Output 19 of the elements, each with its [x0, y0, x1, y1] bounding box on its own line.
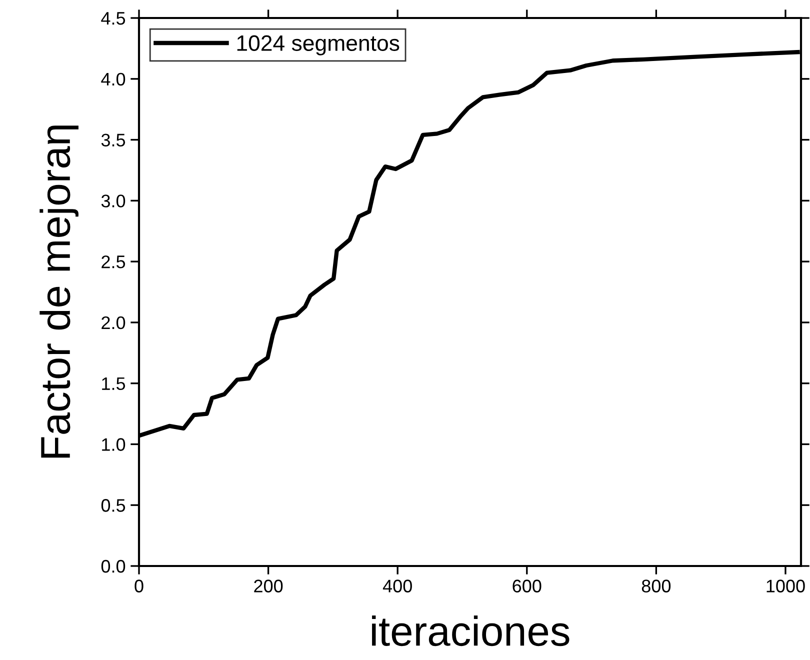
y-tick-label: 2.0: [102, 316, 126, 330]
y-tick-label: 4.5: [101, 12, 126, 25]
y-tick-label: 1.0: [102, 438, 126, 451]
x-tick-label: 800: [642, 580, 671, 592]
x-tick-label: 0: [134, 580, 144, 592]
x-tick-label: 400: [382, 580, 412, 592]
y-tick-label: 0.5: [101, 499, 126, 512]
y-tick-label: 0.0: [101, 560, 126, 573]
y-axis-title: Factor de mejoraη: [40, 126, 78, 458]
x-tick-label: 200: [254, 580, 283, 592]
x-axis-title: iteraciones: [372, 615, 570, 646]
legend-label: 1024 segmentos: [237, 35, 400, 56]
x-tick-label: 1000: [766, 580, 805, 592]
y-tick-label: 1.5: [102, 377, 126, 390]
y-tick-label: 3.5: [101, 134, 126, 146]
y-tick-label: 4.0: [101, 72, 126, 86]
x-tick-label: 600: [512, 580, 542, 592]
y-tick-label: 2.5: [102, 255, 126, 268]
y-tick-label: 3.0: [101, 194, 126, 208]
